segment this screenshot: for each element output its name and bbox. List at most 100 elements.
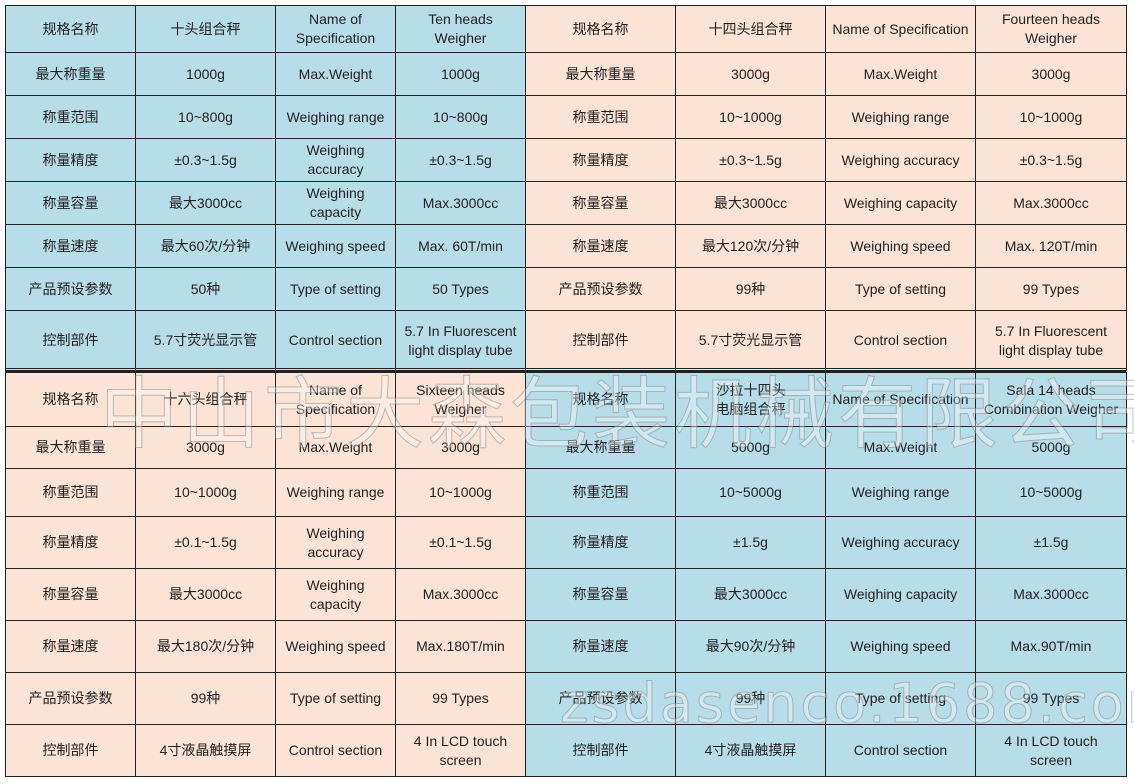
table-row: 规格名称 十头组合秤 Name of Specification Ten heads … bbox=[5, 5, 1127, 53]
spec-en-value: 1000g bbox=[395, 52, 526, 96]
spec-table-bottom: 规格名称 十六头组合秤 Name of Specification Sixteen h… bbox=[5, 372, 1127, 777]
spec-en-label: Weighing capacity bbox=[825, 181, 976, 225]
spec-en-label: Control section bbox=[825, 310, 976, 371]
spec-en-value: ±1.5g bbox=[975, 516, 1127, 569]
spec-en-label: Control section bbox=[275, 724, 396, 777]
spec-cn-value: 5000g bbox=[675, 426, 826, 469]
spec-en-value: 4 In LCD touch screen bbox=[395, 724, 526, 777]
spec-en-label: Control section bbox=[275, 310, 396, 371]
spec-cn-value: ±1.5g bbox=[675, 516, 826, 569]
spec-en-value: Max.90T/min bbox=[975, 620, 1127, 673]
spec-cn-value: 10~1000g bbox=[135, 468, 276, 517]
spec-cn-value: 沙拉十四头 电脑组合秤 bbox=[675, 372, 826, 427]
spec-cn-label: 控制部件 bbox=[5, 724, 136, 777]
spec-en-label: Name of Specification bbox=[275, 5, 396, 53]
table-row: 称量精度 ±0.1~1.5g Weighing accuracy ±0.1~1.5g 称… bbox=[5, 516, 1127, 569]
spec-cn-value: 10~800g bbox=[135, 95, 276, 139]
spec-en-value: 99 Types bbox=[975, 267, 1127, 311]
spec-cn-value: ±0.1~1.5g bbox=[135, 516, 276, 569]
spec-en-value: 50 Types bbox=[395, 267, 526, 311]
spec-en-value: 10~1000g bbox=[395, 468, 526, 517]
spec-en-value: 5000g bbox=[975, 426, 1127, 469]
spec-en-value: 10~800g bbox=[395, 95, 526, 139]
spec-en-label: Control section bbox=[825, 724, 976, 777]
spec-en-value: Max. 120T/min bbox=[975, 224, 1127, 268]
spec-cn-value: 最大60次/分钟 bbox=[135, 224, 276, 268]
spec-en-label: Max.Weight bbox=[275, 426, 396, 469]
spec-en-label: Weighing capacity bbox=[275, 568, 396, 621]
spec-en-label: Max.Weight bbox=[825, 426, 976, 469]
spec-cn-value: 3000g bbox=[135, 426, 276, 469]
spec-cn-value: 10~5000g bbox=[675, 468, 826, 517]
spec-en-value: Fourteen heads Weigher bbox=[975, 5, 1127, 53]
spec-cn-label: 称量容量 bbox=[5, 181, 136, 225]
spec-cn-label: 最大称重量 bbox=[5, 426, 136, 469]
spec-cn-value: ±0.3~1.5g bbox=[135, 138, 276, 182]
spec-cn-value: 5.7寸荧光显示管 bbox=[675, 310, 826, 371]
spec-en-label: Name of Specification bbox=[825, 372, 976, 427]
spec-en-label: Weighing range bbox=[275, 468, 396, 517]
spec-en-label: Max.Weight bbox=[275, 52, 396, 96]
spec-cn-value: 十六头组合秤 bbox=[135, 372, 276, 427]
spec-en-label: Type of setting bbox=[275, 267, 396, 311]
spec-cn-label: 规格名称 bbox=[525, 5, 676, 53]
spec-en-label: Weighing accuracy bbox=[275, 138, 396, 182]
spec-en-value: 99 Types bbox=[395, 672, 526, 725]
spec-en-label: Weighing capacity bbox=[275, 181, 396, 225]
spec-cn-label: 最大称重量 bbox=[525, 426, 676, 469]
spec-cn-label: 称量速度 bbox=[5, 224, 136, 268]
spec-en-value: Max.3000cc bbox=[975, 181, 1127, 225]
spec-en-label: Weighing range bbox=[825, 95, 976, 139]
spec-table-top: 规格名称 十头组合秤 Name of Specification Ten heads … bbox=[5, 5, 1127, 371]
spec-cn-label: 称量精度 bbox=[525, 138, 676, 182]
spec-en-label: Name of Specification bbox=[825, 5, 976, 53]
table-row: 称重范围 10~1000g Weighing range 10~1000g 称重范围 10… bbox=[5, 468, 1127, 517]
spec-cn-value: ±0.3~1.5g bbox=[675, 138, 826, 182]
spec-cn-label: 称重范围 bbox=[525, 468, 676, 517]
spec-en-value: Max.180T/min bbox=[395, 620, 526, 673]
spec-cn-value: 99种 bbox=[135, 672, 276, 725]
spec-cn-value: 99种 bbox=[675, 267, 826, 311]
spec-cn-label: 称量容量 bbox=[5, 568, 136, 621]
spec-en-value: ±0.3~1.5g bbox=[975, 138, 1127, 182]
table-row: 称量容量 最大3000cc Weighing capacity Max.3000cc 称… bbox=[5, 181, 1127, 225]
spec-cn-value: 最大3000cc bbox=[675, 568, 826, 621]
spec-cn-value: 10~1000g bbox=[675, 95, 826, 139]
spec-cn-value: 最大90次/分钟 bbox=[675, 620, 826, 673]
spec-en-label: Weighing speed bbox=[275, 620, 396, 673]
spec-cn-label: 产品预设参数 bbox=[525, 267, 676, 311]
spec-cn-label: 称重范围 bbox=[5, 95, 136, 139]
table-row: 最大称重量 3000g Max.Weight 3000g 最大称重量 5000g Max.W… bbox=[5, 426, 1127, 469]
table-row: 产品预设参数 50种 Type of setting 50 Types 产品预设参数 99… bbox=[5, 267, 1127, 311]
spec-en-value: Max. 60T/min bbox=[395, 224, 526, 268]
spec-en-value: 99 Types bbox=[975, 672, 1127, 725]
spec-en-label: Weighing capacity bbox=[825, 568, 976, 621]
spec-cn-label: 称量精度 bbox=[5, 138, 136, 182]
spec-en-label: Weighing range bbox=[275, 95, 396, 139]
spec-en-value: Ten heads Weigher bbox=[395, 5, 526, 53]
table-row: 称量容量 最大3000cc Weighing capacity Max.3000cc 称… bbox=[5, 568, 1127, 621]
table-row: 称重范围 10~800g Weighing range 10~800g 称重范围 10~1… bbox=[5, 95, 1127, 139]
spec-en-label: Type of setting bbox=[275, 672, 396, 725]
spec-cn-value: 5.7寸荧光显示管 bbox=[135, 310, 276, 371]
spec-en-label: Weighing accuracy bbox=[825, 516, 976, 569]
spec-en-label: Max.Weight bbox=[825, 52, 976, 96]
spec-en-label: Type of setting bbox=[825, 267, 976, 311]
spec-cn-label: 最大称重量 bbox=[525, 52, 676, 96]
spec-cn-value: 最大180次/分钟 bbox=[135, 620, 276, 673]
spec-en-label: Weighing accuracy bbox=[825, 138, 976, 182]
spec-cn-label: 控制部件 bbox=[525, 724, 676, 777]
spec-cn-label: 产品预设参数 bbox=[5, 267, 136, 311]
spec-en-value: 3000g bbox=[395, 426, 526, 469]
spec-cn-value: 十头组合秤 bbox=[135, 5, 276, 53]
spec-cn-value: 1000g bbox=[135, 52, 276, 96]
spec-en-label: Weighing speed bbox=[825, 620, 976, 673]
spec-cn-label: 产品预设参数 bbox=[525, 672, 676, 725]
spec-cn-value: 99种 bbox=[675, 672, 826, 725]
table-row: 规格名称 十六头组合秤 Name of Specification Sixteen h… bbox=[5, 372, 1127, 427]
spec-cn-label: 规格名称 bbox=[525, 372, 676, 427]
spec-en-value: Sala 14 heads Combination Weigher bbox=[975, 372, 1127, 427]
spec-en-value: 10~5000g bbox=[975, 468, 1127, 517]
spec-en-value: 10~1000g bbox=[975, 95, 1127, 139]
spec-en-label: Weighing accuracy bbox=[275, 516, 396, 569]
